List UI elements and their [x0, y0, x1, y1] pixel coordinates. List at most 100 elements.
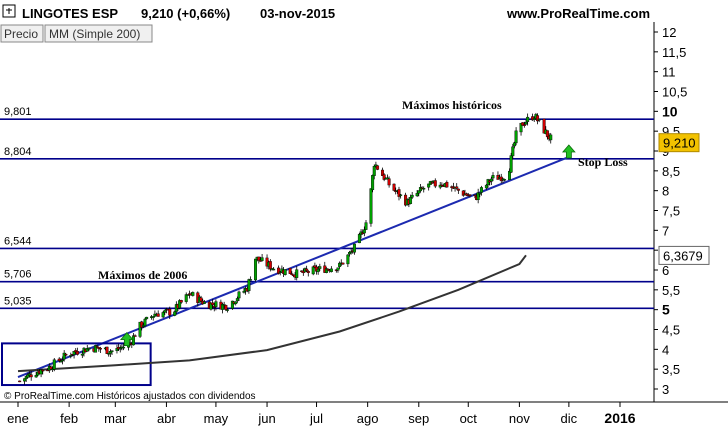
candle-body	[151, 316, 155, 318]
candle-body	[336, 267, 340, 271]
candle-body	[392, 183, 396, 191]
y-tick-label: 5	[662, 302, 670, 318]
y-tick-label: 7	[662, 223, 669, 238]
moving-average-layer	[17, 254, 527, 373]
candle-body	[306, 271, 310, 273]
candle-body	[491, 175, 495, 179]
x-tick-label: dic	[561, 411, 578, 426]
candle-body	[224, 304, 228, 310]
candle-body	[352, 243, 356, 253]
candle-body	[234, 301, 238, 305]
y-tick-label: 4	[662, 342, 669, 357]
candle-body	[290, 273, 294, 275]
candle-body	[473, 194, 477, 196]
candle-body	[260, 257, 264, 261]
candle-body	[283, 269, 287, 275]
x-tick-label: mar	[104, 411, 127, 426]
candle-body	[202, 301, 206, 304]
candle-body	[503, 179, 507, 181]
highlight-box	[1, 342, 152, 387]
y-tick-label: 6	[662, 263, 669, 278]
candle-body	[372, 166, 376, 176]
candle-body	[387, 178, 391, 186]
header: LINGOTES ESP 9,210 (+0,66%) 03-nov-2015 …	[2, 4, 650, 21]
candle-body	[369, 188, 373, 224]
candle-body	[526, 116, 530, 122]
candle-body	[427, 183, 431, 188]
candle-body	[184, 294, 188, 302]
header-marker-icon	[6, 8, 12, 14]
candle-body	[163, 310, 167, 313]
candle-body	[430, 182, 434, 184]
ma-value-badge	[658, 245, 710, 265]
candle-body	[445, 181, 449, 188]
candle-body	[295, 269, 299, 278]
candle-body	[364, 222, 368, 230]
x-tick-label: abr	[157, 411, 176, 426]
candle-body	[455, 186, 459, 189]
candle-body	[214, 301, 218, 307]
candle-body	[105, 346, 109, 354]
ma-value-label: 6,3679	[663, 248, 703, 263]
candle-body	[514, 130, 518, 144]
level-label: 9,801	[4, 106, 32, 118]
legend-ma-box[interactable]	[44, 24, 153, 43]
y-tick-label: 4,5	[662, 323, 680, 338]
y-tick-label: 11,5	[662, 45, 686, 60]
annotation-stop-loss: Stop Loss	[578, 155, 628, 169]
candle-body	[235, 298, 239, 302]
candle-body	[143, 318, 147, 327]
candle-body	[507, 170, 511, 180]
horizontal-levels: 9,801 8,804 6,544 5,706 5,035	[0, 106, 654, 387]
x-tick-label: feb	[60, 411, 78, 426]
annotation-max-2006: Máximos de 2006	[98, 268, 187, 282]
candle-body	[131, 335, 135, 346]
candle-body	[509, 155, 513, 173]
candle-body	[532, 118, 536, 121]
legend-price-box[interactable]	[0, 24, 44, 43]
up-arrow-icon	[562, 144, 576, 159]
candle-body	[199, 297, 203, 302]
x-tick-label: sep	[408, 411, 429, 426]
candle-body	[62, 352, 66, 360]
candle-body	[268, 261, 272, 270]
candle-body	[479, 187, 483, 193]
candle-body	[52, 359, 56, 370]
candle-body	[41, 369, 45, 372]
x-tick-label: ago	[357, 411, 379, 426]
candle-body	[122, 346, 126, 349]
y-tick-label: 8,5	[662, 164, 680, 179]
candle-body	[191, 292, 195, 296]
x-tick-label: 2016	[604, 410, 635, 426]
candle-body	[549, 134, 553, 141]
candle-body	[277, 267, 281, 274]
candle-body	[382, 174, 386, 180]
candle-body	[536, 115, 540, 122]
candle-body	[346, 254, 350, 265]
candle-body	[318, 266, 322, 269]
y-tick-label: 11	[662, 65, 676, 80]
y-tick-label: 12	[662, 25, 676, 40]
candle-body	[376, 165, 380, 170]
candle-body	[357, 233, 361, 244]
candle-body	[272, 268, 276, 271]
candle-body	[371, 175, 375, 191]
candle-body	[57, 358, 61, 361]
overlay-layer: 9,210 6,3679	[119, 133, 710, 347]
candle-body	[254, 258, 258, 281]
site-url: www.ProRealTime.com	[506, 6, 650, 21]
candle-body	[247, 279, 251, 292]
candle-body	[118, 347, 122, 350]
x-axis: ene feb mar abr may jun jul ago sep oct nov dic 2016	[7, 402, 636, 426]
candle-body	[110, 350, 114, 352]
x-tick-label: jul	[309, 411, 323, 426]
legend: Precio MM (Simple 200)	[0, 24, 153, 43]
moving-average-line	[17, 254, 527, 373]
candle-body	[98, 347, 102, 350]
level-label: 5,035	[4, 295, 32, 307]
y-tick-label: 10,5	[662, 85, 687, 100]
candle-body	[161, 312, 165, 318]
y-tick-label: 5,5	[662, 283, 680, 298]
candle-body	[230, 300, 234, 309]
